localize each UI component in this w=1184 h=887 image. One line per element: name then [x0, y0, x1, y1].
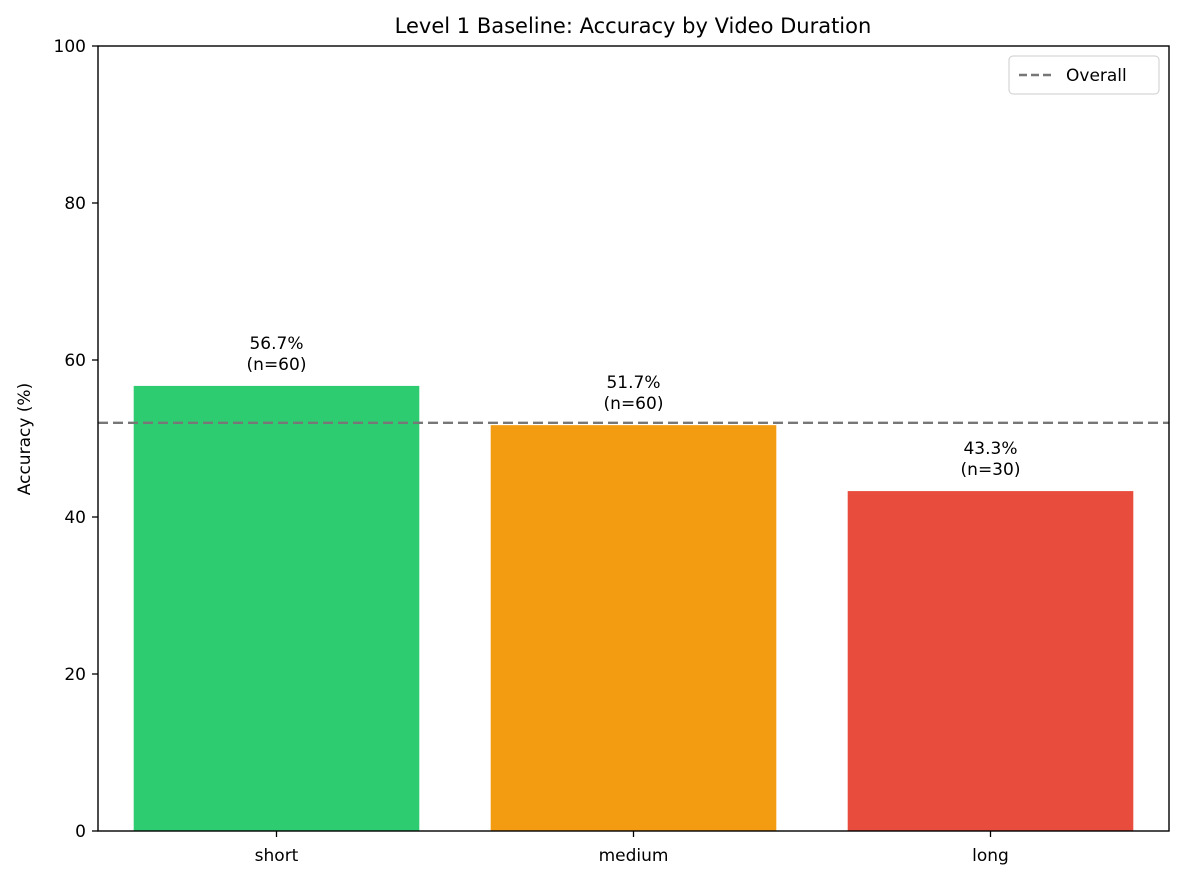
legend-label-overall: Overall [1066, 66, 1127, 86]
x-tick-label-medium: medium [599, 846, 669, 866]
bar-short [133, 385, 420, 831]
data-label-count-short: (n=60) [247, 355, 307, 375]
plot-area: 56.7%(n=60)short51.7%(n=60)medium43.3%(n… [54, 37, 1170, 866]
y-tick-label-20: 20 [64, 665, 86, 685]
y-tick-label-40: 40 [64, 508, 86, 528]
chart-title: Level 1 Baseline: Accuracy by Video Dura… [395, 14, 872, 38]
data-label-value-medium: 51.7% [606, 373, 660, 393]
x-tick-label-short: short [255, 846, 299, 866]
data-label-value-short: 56.7% [249, 334, 303, 354]
y-tick-label-60: 60 [64, 351, 86, 371]
bar-long [847, 491, 1134, 831]
x-tick-label-long: long [972, 846, 1009, 866]
legend-box [1008, 55, 1160, 95]
y-tick-label-0: 0 [75, 822, 86, 842]
plot-frame [97, 45, 1170, 832]
data-label-count-long: (n=30) [961, 460, 1021, 480]
data-label-count-medium: (n=60) [604, 394, 664, 414]
y-tick-label-80: 80 [64, 194, 86, 214]
y-tick-label-100: 100 [54, 37, 86, 57]
bar-medium [490, 425, 777, 831]
y-axis-label: Accuracy (%) [15, 383, 35, 495]
data-label-value-long: 43.3% [963, 439, 1017, 459]
